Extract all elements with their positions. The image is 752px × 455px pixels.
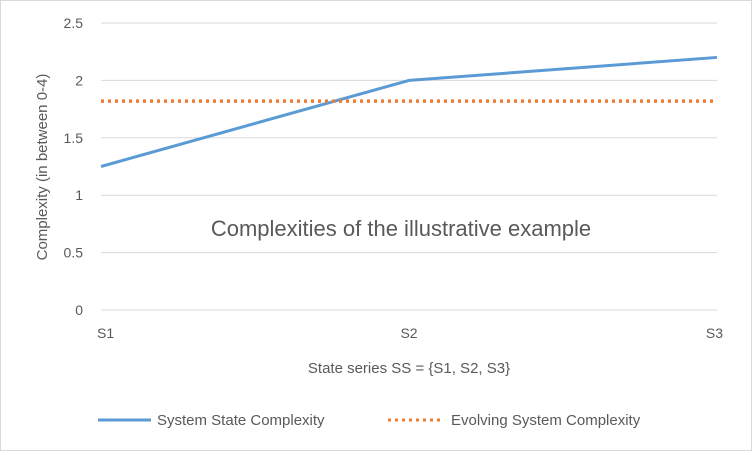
y-axis-label: Complexity (in between 0-4)	[34, 74, 51, 261]
legend-label-evolving-system: Evolving System Complexity	[451, 412, 641, 429]
y-tick-label: 0	[75, 302, 83, 318]
legend-label-system-state: System State Complexity	[157, 412, 325, 429]
x-tick-label: S3	[706, 325, 723, 341]
legend: System State Complexity Evolving System …	[98, 412, 641, 429]
y-tick-labels: 0 0.5 1 1.5 2 2.5	[64, 15, 84, 318]
y-tick-label: 0.5	[64, 245, 84, 261]
gridlines	[101, 22, 717, 311]
y-tick-label: 2.5	[64, 15, 84, 31]
series-line-system-state	[100, 55, 718, 168]
x-tick-label: S2	[400, 325, 417, 341]
x-axis-label: State series SS = {S1, S2, S3}	[308, 360, 510, 377]
y-tick-label: 2	[75, 72, 83, 88]
x-tick-labels: S1 S2 S3	[97, 325, 723, 341]
chart-title: Complexities of the illustrative example	[211, 216, 591, 241]
y-tick-label: 1.5	[64, 130, 84, 146]
series-lines	[100, 55, 718, 168]
y-tick-label: 1	[75, 187, 83, 203]
x-tick-label: S1	[97, 325, 114, 341]
